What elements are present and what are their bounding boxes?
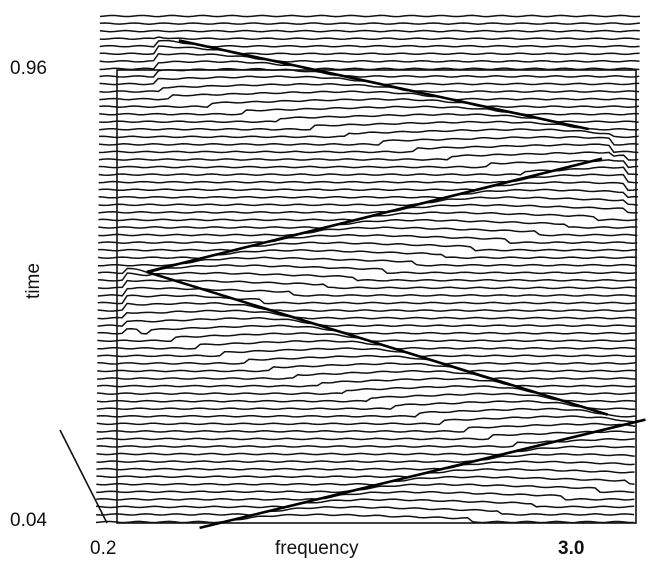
trace-line bbox=[96, 400, 636, 411]
trace-line bbox=[96, 505, 635, 516]
y-tick-label-bottom: 0.04 bbox=[10, 510, 47, 531]
trace-line bbox=[98, 128, 639, 139]
trace-line bbox=[99, 82, 640, 93]
trace-line bbox=[97, 309, 637, 320]
trace-line bbox=[99, 36, 640, 41]
trace-line bbox=[97, 377, 636, 388]
trace-line bbox=[97, 302, 637, 312]
trace-line bbox=[99, 52, 640, 63]
trace-line bbox=[97, 347, 637, 358]
x-tick-label-left: 0.2 bbox=[90, 538, 117, 559]
trace-line bbox=[98, 151, 639, 161]
trace-line bbox=[99, 60, 640, 71]
trace-line bbox=[97, 271, 637, 282]
trace-line bbox=[98, 188, 638, 199]
trace-line bbox=[96, 430, 636, 441]
trace-line bbox=[99, 29, 640, 33]
trace-line bbox=[96, 490, 635, 501]
ridge-line bbox=[146, 270, 609, 416]
trace-line bbox=[96, 392, 636, 403]
trace-line bbox=[96, 415, 636, 426]
trace-line bbox=[99, 14, 641, 18]
trace-line bbox=[98, 218, 638, 229]
trace-line bbox=[96, 498, 635, 509]
trace-line bbox=[98, 159, 639, 169]
trace-line bbox=[98, 203, 638, 214]
trace-line bbox=[96, 475, 635, 486]
y-tick-label-top: 0.96 bbox=[10, 58, 47, 79]
trace-line bbox=[96, 438, 635, 448]
trace-line bbox=[98, 173, 639, 184]
trace-line bbox=[99, 98, 639, 108]
trace-line bbox=[96, 460, 635, 471]
x-tick-label-right: 3.0 bbox=[558, 538, 585, 559]
trace-line bbox=[97, 286, 637, 297]
trace-line bbox=[97, 264, 638, 275]
trace-line bbox=[97, 339, 637, 350]
trace-line bbox=[97, 369, 636, 380]
trace-line bbox=[96, 407, 636, 418]
trace-line bbox=[99, 67, 640, 78]
x-axis-title: frequency bbox=[275, 538, 359, 559]
trace-line bbox=[98, 181, 638, 192]
y-axis-title: time bbox=[23, 263, 44, 299]
trace-line bbox=[99, 45, 640, 56]
trace-line bbox=[98, 226, 638, 237]
ridge-line bbox=[199, 418, 646, 530]
trace-line bbox=[97, 354, 636, 365]
trace-line bbox=[98, 166, 639, 176]
trace-line bbox=[98, 143, 639, 154]
trace-line bbox=[99, 22, 640, 25]
trace-line bbox=[98, 249, 638, 260]
trace-line bbox=[97, 324, 637, 335]
trace-line bbox=[97, 279, 637, 290]
trace-line bbox=[95, 513, 634, 524]
trace-line bbox=[98, 241, 638, 252]
ridge-line bbox=[146, 157, 603, 274]
trace-line bbox=[99, 90, 639, 101]
trace-line bbox=[98, 135, 639, 146]
trace-line bbox=[96, 483, 635, 494]
trace-line bbox=[97, 317, 637, 327]
trace-line bbox=[98, 196, 638, 207]
trace-line bbox=[97, 362, 636, 373]
ridge-line bbox=[178, 39, 590, 131]
trace-line bbox=[99, 105, 639, 116]
trace-line bbox=[96, 385, 636, 395]
trace-line bbox=[98, 233, 638, 244]
trace-line bbox=[96, 468, 635, 479]
trace-line bbox=[96, 422, 636, 433]
trace-line bbox=[99, 120, 639, 131]
trace-line bbox=[96, 445, 635, 456]
trace-line bbox=[97, 294, 637, 305]
perspective-edge bbox=[59, 429, 108, 524]
trace-line bbox=[96, 452, 635, 463]
